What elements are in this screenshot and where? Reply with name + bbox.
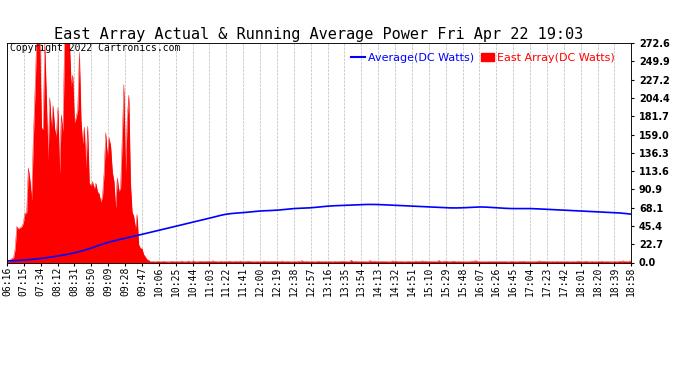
Legend: Average(DC Watts), East Array(DC Watts): Average(DC Watts), East Array(DC Watts): [347, 49, 620, 68]
Text: Copyright 2022 Cartronics.com: Copyright 2022 Cartronics.com: [10, 43, 181, 52]
Title: East Array Actual & Running Average Power Fri Apr 22 19:03: East Array Actual & Running Average Powe…: [55, 27, 584, 42]
